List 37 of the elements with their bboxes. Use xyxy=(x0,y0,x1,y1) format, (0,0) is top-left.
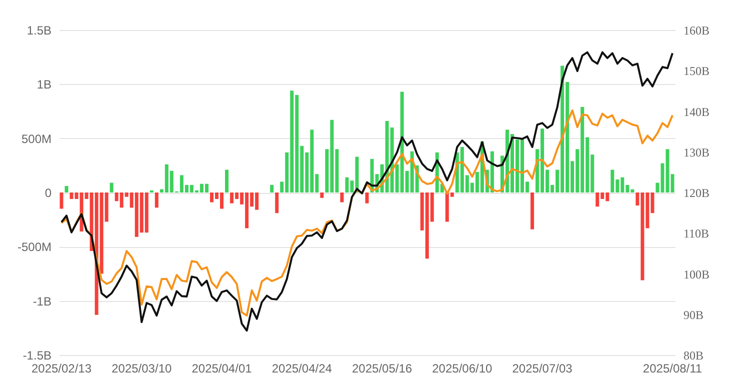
bar xyxy=(60,192,64,209)
x-tick-label: 2025/07/03 xyxy=(512,362,573,376)
x-tick-label: 2025/08/11 xyxy=(642,362,702,376)
y2-tick-label: 160B xyxy=(684,24,710,38)
y2-tick-label: 90B xyxy=(684,308,704,322)
x-tick-label: 2025/02/13 xyxy=(31,362,92,376)
y2-tick-label: 140B xyxy=(684,104,710,119)
x-tick-label: 2025/04/01 xyxy=(192,362,252,376)
x-tick-label: 2025/04/24 xyxy=(272,362,332,376)
bar xyxy=(64,186,68,192)
x-tick-label: 2025/06/10 xyxy=(432,362,493,376)
y2-tick-label: 80B xyxy=(684,348,704,362)
bar xyxy=(154,192,158,208)
line-series xyxy=(60,51,674,332)
y-tick-label: 1.5B xyxy=(26,24,52,38)
y-tick-label: -500M xyxy=(17,240,52,254)
y-tick-label: 0 xyxy=(44,186,52,200)
y2-tick-label: 120B xyxy=(684,186,710,200)
y2-tick-label: 100B xyxy=(684,267,710,282)
x-tick-label: 2025/05/16 xyxy=(352,362,412,376)
bar xyxy=(320,192,324,198)
y-tick-label: 500M xyxy=(21,132,52,146)
bar xyxy=(275,192,279,214)
line-series xyxy=(60,109,674,317)
bar xyxy=(110,182,114,192)
bar xyxy=(365,192,369,204)
bar xyxy=(340,192,344,202)
y2-tick-label: 110B xyxy=(684,226,710,241)
x-tick-label: 2025/03/10 xyxy=(112,362,172,376)
bar xyxy=(530,192,534,230)
y2-tick-label: 150B xyxy=(684,64,710,78)
y-tick-label: -1B xyxy=(32,294,52,308)
y-tick-label: -1.5B xyxy=(22,348,52,362)
y2-tick-label: 130B xyxy=(684,145,710,160)
bar xyxy=(270,184,274,192)
y-tick-label: 1B xyxy=(36,78,52,92)
bar xyxy=(225,170,229,192)
